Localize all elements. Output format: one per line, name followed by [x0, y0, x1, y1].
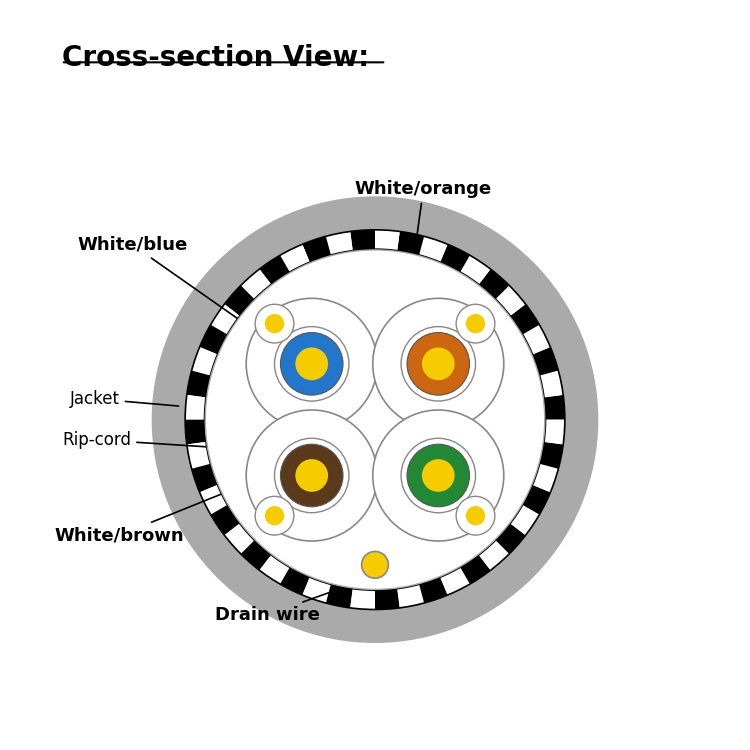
Circle shape — [265, 314, 284, 333]
Polygon shape — [532, 464, 558, 492]
Polygon shape — [544, 420, 565, 445]
Polygon shape — [350, 589, 375, 610]
Circle shape — [456, 304, 495, 343]
Polygon shape — [544, 395, 565, 420]
Circle shape — [274, 438, 349, 513]
Text: White/orange: White/orange — [355, 180, 492, 322]
Text: Rip-cord: Rip-cord — [62, 430, 210, 448]
Polygon shape — [510, 505, 539, 536]
Polygon shape — [398, 232, 424, 255]
Circle shape — [373, 410, 504, 541]
Polygon shape — [523, 485, 550, 514]
Polygon shape — [460, 555, 490, 584]
Polygon shape — [200, 325, 227, 355]
Polygon shape — [540, 442, 563, 469]
Polygon shape — [260, 555, 290, 584]
Polygon shape — [419, 236, 448, 262]
Circle shape — [422, 459, 454, 492]
Circle shape — [255, 496, 294, 535]
Polygon shape — [211, 505, 240, 536]
Polygon shape — [375, 589, 400, 610]
Circle shape — [422, 347, 454, 380]
Circle shape — [152, 196, 598, 643]
Polygon shape — [224, 524, 254, 554]
Text: Braid: Braid — [436, 427, 494, 445]
Circle shape — [265, 506, 284, 526]
Text: Jacket: Jacket — [70, 390, 178, 408]
Polygon shape — [192, 464, 217, 492]
Polygon shape — [510, 304, 539, 334]
Circle shape — [466, 314, 485, 333]
Text: Aluminum Foil: Aluminum Foil — [361, 372, 479, 390]
Polygon shape — [280, 567, 310, 595]
Polygon shape — [280, 244, 310, 272]
Polygon shape — [241, 540, 272, 570]
Polygon shape — [460, 255, 490, 284]
Circle shape — [296, 347, 328, 380]
Polygon shape — [496, 286, 526, 316]
Circle shape — [401, 326, 476, 401]
Polygon shape — [496, 524, 526, 554]
Circle shape — [407, 332, 470, 395]
Polygon shape — [187, 442, 210, 469]
Circle shape — [456, 496, 495, 535]
Circle shape — [255, 304, 294, 343]
Polygon shape — [478, 269, 509, 299]
Polygon shape — [350, 230, 375, 251]
Polygon shape — [398, 584, 424, 608]
Polygon shape — [260, 255, 290, 284]
Text: nolein.en.alibaba.com: nolein.en.alibaba.com — [306, 413, 444, 426]
Circle shape — [296, 459, 328, 492]
Polygon shape — [211, 304, 240, 334]
Polygon shape — [540, 370, 563, 398]
Circle shape — [246, 298, 377, 429]
Text: White/green: White/green — [361, 484, 486, 544]
Polygon shape — [224, 286, 254, 316]
Polygon shape — [419, 578, 448, 603]
Circle shape — [373, 298, 504, 429]
Polygon shape — [532, 347, 558, 376]
Text: Cross-section View:: Cross-section View: — [62, 44, 370, 72]
Circle shape — [185, 230, 565, 610]
Circle shape — [407, 444, 470, 507]
Polygon shape — [440, 244, 470, 272]
Circle shape — [280, 444, 343, 507]
Text: White/brown: White/brown — [55, 478, 260, 544]
Polygon shape — [241, 269, 272, 299]
Text: Drain wire: Drain wire — [215, 578, 369, 624]
Polygon shape — [375, 230, 400, 251]
Polygon shape — [523, 325, 550, 355]
Polygon shape — [478, 540, 509, 570]
Circle shape — [466, 506, 485, 526]
Polygon shape — [326, 584, 352, 608]
Circle shape — [362, 551, 388, 578]
Circle shape — [280, 332, 343, 395]
Polygon shape — [185, 420, 206, 445]
Polygon shape — [185, 395, 206, 420]
Circle shape — [274, 326, 349, 401]
Polygon shape — [200, 485, 227, 514]
Polygon shape — [302, 236, 331, 262]
Text: White/blue: White/blue — [77, 236, 265, 338]
Circle shape — [206, 250, 544, 590]
Polygon shape — [440, 567, 470, 595]
Polygon shape — [187, 370, 210, 398]
Circle shape — [401, 438, 476, 513]
Circle shape — [246, 410, 377, 541]
Polygon shape — [302, 578, 331, 603]
Polygon shape — [326, 232, 352, 255]
Polygon shape — [192, 347, 217, 376]
